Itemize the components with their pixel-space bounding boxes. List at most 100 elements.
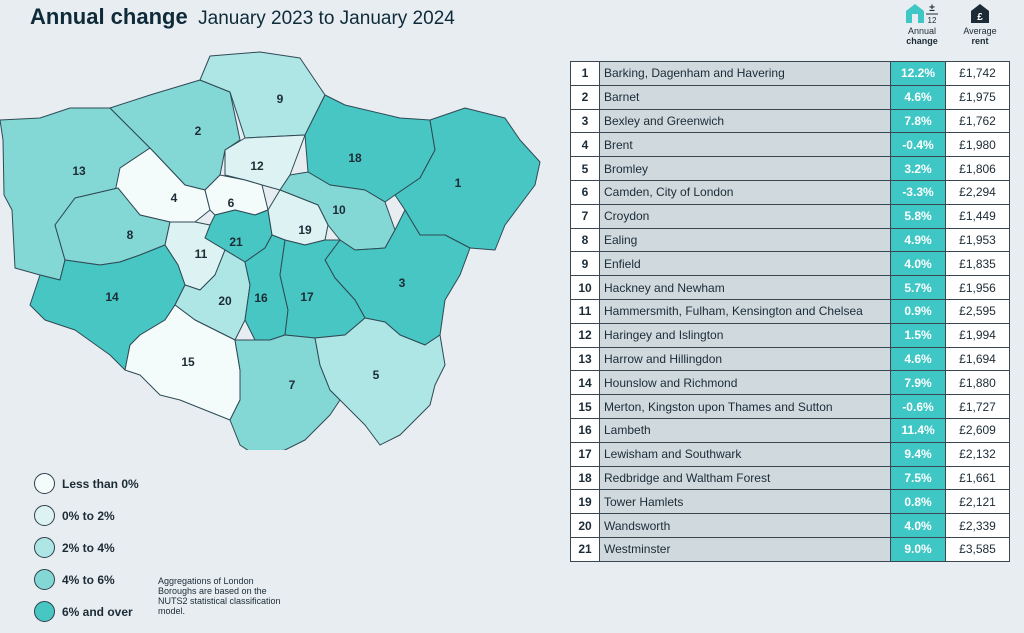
table-row: 21 Westminster 9.0% £3,585 xyxy=(570,536,1010,562)
region-label-6: 6 xyxy=(228,196,235,210)
table-row: 5 Bromley 3.2% £1,806 xyxy=(570,156,1010,181)
annual-change-header: ± 12 Annual change xyxy=(894,2,950,46)
table-row: 16 Lambeth 11.4% £2,609 xyxy=(570,417,1010,443)
row-number: 4 xyxy=(570,132,600,158)
row-change: 7.9% xyxy=(890,370,946,396)
table-row: 1 Barking, Dagenham and Havering 12.2% £1,7… xyxy=(570,61,1010,86)
london-map: 1 2 3 4 5 6 7 8 9 10 11 12 13 14 15 16 1… xyxy=(0,51,541,450)
region-label-1: 1 xyxy=(455,176,462,190)
svg-text:£: £ xyxy=(977,12,983,23)
borough-table: 1 Barking, Dagenham and Havering 12.2% £1,7… xyxy=(570,61,1010,562)
row-rent: £1,994 xyxy=(945,322,1010,348)
svg-text:12: 12 xyxy=(928,16,937,24)
house-pound-icon: £ xyxy=(971,4,989,23)
region-label-7: 7 xyxy=(289,378,296,392)
row-number: 7 xyxy=(570,203,600,229)
region-label-19: 19 xyxy=(298,223,312,237)
row-name: Westminster xyxy=(599,536,891,562)
row-number: 12 xyxy=(570,322,600,348)
region-label-15: 15 xyxy=(181,355,195,369)
row-rent: £2,121 xyxy=(945,489,1010,515)
row-name: Tower Hamlets xyxy=(599,489,891,515)
average-rent-header: £ Average rent xyxy=(952,2,1008,46)
row-name: Enfield xyxy=(599,251,891,277)
legend-swatch xyxy=(34,569,55,590)
row-rent: £2,595 xyxy=(945,298,1010,324)
row-rent: £3,585 xyxy=(945,536,1010,562)
table-row: 15 Merton, Kingston upon Thames and Sutto… xyxy=(570,394,1010,419)
region-1[interactable] xyxy=(394,107,541,251)
row-name: Hammersmith, Fulham, Kensington and Chel… xyxy=(599,298,891,324)
region-label-14: 14 xyxy=(105,290,119,304)
region-label-4: 4 xyxy=(171,191,178,205)
row-rent: £1,835 xyxy=(945,251,1010,277)
row-rent: £1,975 xyxy=(945,84,1010,110)
region-5[interactable] xyxy=(314,317,446,446)
legend-swatch xyxy=(34,601,55,622)
region-17[interactable] xyxy=(279,239,366,339)
row-name: Hackney and Newham xyxy=(599,275,891,300)
row-number: 18 xyxy=(570,465,600,491)
row-number: 14 xyxy=(570,370,600,396)
table-row: 14 Hounslow and Richmond 7.9% £1,880 xyxy=(570,370,1010,396)
row-number: 6 xyxy=(570,179,600,205)
table-row: 12 Haringey and Islington 1.5% £1,994 xyxy=(570,322,1010,348)
table-row: 18 Redbridge and Waltham Forest 7.5% £1,661 xyxy=(570,465,1010,491)
row-rent: £1,953 xyxy=(945,227,1010,253)
region-label-17: 17 xyxy=(300,290,314,304)
row-number: 9 xyxy=(570,251,600,277)
region-label-9: 9 xyxy=(277,92,284,106)
row-number: 8 xyxy=(570,227,600,253)
row-name: Wandsworth xyxy=(599,513,891,538)
region-label-18: 18 xyxy=(348,151,362,165)
house-plus-minus-icon: ± 12 xyxy=(906,3,938,24)
legend-swatch xyxy=(34,505,55,526)
row-name: Brent xyxy=(599,132,891,158)
row-change: 9.4% xyxy=(890,441,946,467)
row-number: 5 xyxy=(570,156,600,181)
legend-label: 2% to 4% xyxy=(62,541,115,555)
row-change: 3.2% xyxy=(890,156,946,181)
row-number: 15 xyxy=(570,394,600,419)
row-number: 1 xyxy=(570,61,600,86)
row-number: 2 xyxy=(570,84,600,110)
row-rent: £2,294 xyxy=(945,179,1010,205)
row-number: 17 xyxy=(570,441,600,467)
row-rent: £1,956 xyxy=(945,275,1010,300)
row-name: Haringey and Islington xyxy=(599,322,891,348)
row-change: 12.2% xyxy=(890,61,946,86)
row-number: 11 xyxy=(570,298,600,324)
rent-header-line1: Average xyxy=(963,26,997,36)
row-name: Ealing xyxy=(599,227,891,253)
row-change: 4.9% xyxy=(890,227,946,253)
table-row: 8 Ealing 4.9% £1,953 xyxy=(570,227,1010,253)
row-name: Bexley and Greenwich xyxy=(599,108,891,134)
svg-text:±: ± xyxy=(929,3,935,14)
row-name: Bromley xyxy=(599,156,891,181)
region-7[interactable] xyxy=(229,334,341,450)
row-name: Merton, Kingston upon Thames and Sutton xyxy=(599,394,891,419)
row-change: 4.0% xyxy=(890,251,946,277)
row-change: 7.5% xyxy=(890,465,946,491)
region-label-3: 3 xyxy=(399,276,406,290)
row-change: 11.4% xyxy=(890,417,946,443)
table-row: 2 Barnet 4.6% £1,975 xyxy=(570,84,1010,110)
row-number: 3 xyxy=(570,108,600,134)
table-row: 20 Wandsworth 4.0% £2,339 xyxy=(570,513,1010,538)
row-change: 5.7% xyxy=(890,275,946,300)
row-name: Hounslow and Richmond xyxy=(599,370,891,396)
table-row: 3 Bexley and Greenwich 7.8% £1,762 xyxy=(570,108,1010,134)
row-change: 0.9% xyxy=(890,298,946,324)
row-change: 4.6% xyxy=(890,346,946,372)
row-number: 13 xyxy=(570,346,600,372)
legend-label: 4% to 6% xyxy=(62,573,115,587)
legend-swatch xyxy=(34,473,55,494)
table-row: 7 Croydon 5.8% £1,449 xyxy=(570,203,1010,229)
table-row: 9 Enfield 4.0% £1,835 xyxy=(570,251,1010,277)
region-label-5: 5 xyxy=(373,368,380,382)
row-change: 4.6% xyxy=(890,84,946,110)
row-change: 5.8% xyxy=(890,203,946,229)
region-label-13: 13 xyxy=(72,164,86,178)
row-rent: £1,449 xyxy=(945,203,1010,229)
row-change: -0.6% xyxy=(890,394,946,419)
